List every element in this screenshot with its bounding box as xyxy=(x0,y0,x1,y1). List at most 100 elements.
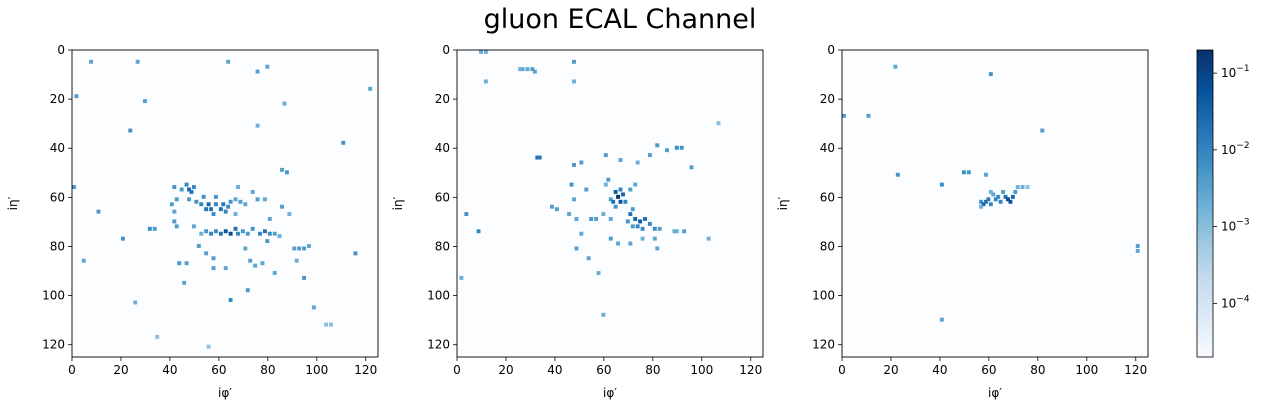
heatmap-cell xyxy=(211,266,216,271)
heatmap-cell xyxy=(255,197,260,202)
heatmap-cell xyxy=(1001,189,1006,194)
heatmap-cell xyxy=(993,197,998,202)
heatmap-cell xyxy=(638,219,643,224)
heatmap-cell xyxy=(584,187,589,192)
heatmap-cell xyxy=(635,160,640,165)
heatmap-cell xyxy=(525,67,530,72)
y-axis-label: iη′ xyxy=(391,196,405,210)
heatmap-cell xyxy=(535,155,540,160)
heatmap-cell xyxy=(1010,194,1015,199)
heatmap-cell xyxy=(939,182,944,187)
heatmap-cell xyxy=(72,185,76,190)
heatmap-cell xyxy=(297,246,302,251)
heatmap-cell xyxy=(267,217,272,221)
colorbar-tick-label: 10−3 xyxy=(1221,218,1250,234)
y-tick-label: 100 xyxy=(812,289,835,303)
heatmap-cell xyxy=(267,231,272,236)
heatmap-cell xyxy=(191,185,196,190)
y-tick-label: 20 xyxy=(435,92,450,106)
heatmap-cell xyxy=(191,224,196,229)
heatmap-cell xyxy=(679,145,684,150)
heatmap-cell xyxy=(611,199,616,204)
heatmap-cell xyxy=(250,189,255,194)
heatmap-cell xyxy=(518,67,523,72)
heatmap-cell xyxy=(255,69,260,74)
heatmap-cell xyxy=(221,202,226,207)
x-tick-label: 100 xyxy=(305,363,328,377)
heatmap-cell xyxy=(979,204,984,209)
x-tick-label: 100 xyxy=(1075,363,1098,377)
heatmap-cell xyxy=(647,221,652,226)
heatmap-cell xyxy=(184,261,189,266)
heatmap-cell xyxy=(1025,185,1030,190)
heatmap-cell xyxy=(142,99,147,104)
y-tick-label: 20 xyxy=(50,92,65,106)
x-tick-label: 120 xyxy=(739,363,762,377)
y-tick-label: 0 xyxy=(442,43,450,57)
heatmap-cell xyxy=(613,189,618,194)
x-tick-label: 80 xyxy=(260,363,275,377)
x-tick-label: 80 xyxy=(645,363,660,377)
heatmap-cell xyxy=(189,189,194,194)
x-tick-label: 60 xyxy=(981,363,996,377)
heatmap-cell xyxy=(1020,185,1025,190)
heatmap-cell xyxy=(988,189,993,194)
x-tick-label: 0 xyxy=(68,363,76,377)
heatmap-cell xyxy=(655,246,660,251)
colorbar-tick-label: 10−1 xyxy=(1221,64,1250,80)
heatmap-cell xyxy=(716,121,721,126)
x-tick-label: 120 xyxy=(1124,363,1147,377)
x-tick-label: 40 xyxy=(547,363,562,377)
heatmap-cell xyxy=(223,229,228,234)
heatmap-cell xyxy=(89,59,94,64)
heatmap-cell xyxy=(226,59,231,64)
heatmap-cell xyxy=(292,246,297,251)
heatmap-cell xyxy=(194,199,199,204)
heatmap-cell xyxy=(262,197,267,202)
y-tick-label: 120 xyxy=(42,338,65,352)
heatmap-cell xyxy=(483,79,488,84)
y-tick-label: 80 xyxy=(435,239,450,253)
heatmap-cell xyxy=(589,217,594,221)
heatmap-cell xyxy=(233,197,238,202)
heatmap-cell xyxy=(236,231,240,236)
heatmap-cell xyxy=(199,202,204,207)
heatmap-cell xyxy=(567,212,572,217)
heatmap-cell xyxy=(255,123,260,128)
heatmap-cell xyxy=(572,59,576,64)
heatmap-cell xyxy=(218,231,223,236)
heatmap-cell xyxy=(284,170,289,175)
heatmap-cell xyxy=(74,94,79,99)
y-tick-label: 20 xyxy=(820,92,835,106)
heatmap-cell xyxy=(172,209,177,214)
heatmap-cell xyxy=(1013,189,1018,194)
heatmap-cell xyxy=(625,219,630,224)
heatmap-cell xyxy=(1135,244,1140,248)
heatmap-cell xyxy=(324,322,329,327)
heatmap-cell xyxy=(991,192,996,197)
heatmap-cell xyxy=(1040,128,1045,133)
heatmap-cell xyxy=(574,217,579,221)
heatmap-cell xyxy=(81,258,86,263)
heatmap-cell xyxy=(601,212,606,217)
heatmap-cell xyxy=(866,113,871,118)
heatmap-cell xyxy=(652,236,657,241)
heatmap-cell xyxy=(120,236,125,241)
x-tick-label: 20 xyxy=(113,363,128,377)
heatmap-cell xyxy=(608,236,613,241)
heatmap-cell xyxy=(616,241,621,246)
heatmap-cell xyxy=(218,207,223,212)
heatmap-cell xyxy=(177,261,182,266)
y-tick-label: 40 xyxy=(435,141,450,155)
y-tick-label: 40 xyxy=(50,141,65,155)
heatmap-cell xyxy=(483,50,488,54)
heatmap-cell xyxy=(187,197,191,202)
x-tick-label: 60 xyxy=(596,363,611,377)
heatmap-cell xyxy=(238,199,243,204)
heatmap-cell xyxy=(265,64,270,69)
heatmap-cell xyxy=(302,275,307,280)
heatmap-cell xyxy=(983,199,988,204)
heatmap-cell xyxy=(243,202,248,207)
heatmap-cell xyxy=(262,229,267,234)
heatmap-cell xyxy=(520,67,525,72)
